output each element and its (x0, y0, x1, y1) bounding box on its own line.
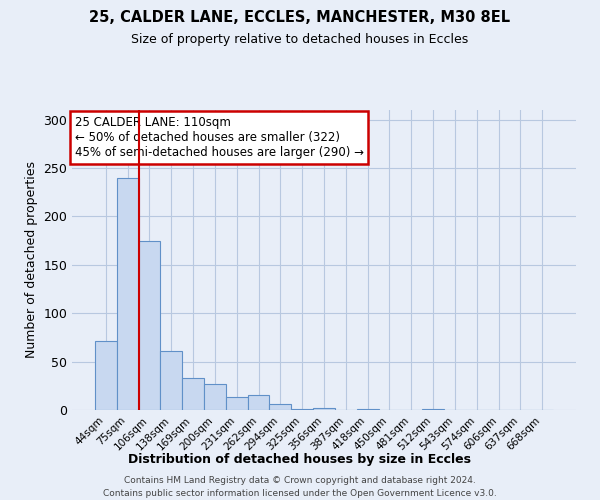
Bar (269, 404, 291, 410)
Bar (291, 409, 313, 410)
Y-axis label: Number of detached properties: Number of detached properties (25, 162, 38, 358)
Bar (422, 409, 444, 410)
Bar (139, 240, 160, 410)
Bar (357, 409, 379, 410)
Bar (204, 384, 226, 410)
Text: Size of property relative to detached houses in Eccles: Size of property relative to detached ho… (131, 32, 469, 46)
Text: 25, CALDER LANE, ECCLES, MANCHESTER, M30 8EL: 25, CALDER LANE, ECCLES, MANCHESTER, M30… (89, 10, 511, 25)
Text: 25 CALDER LANE: 110sqm
← 50% of detached houses are smaller (322)
45% of semi-de: 25 CALDER LANE: 110sqm ← 50% of detached… (74, 116, 364, 159)
Text: Distribution of detached houses by size in Eccles: Distribution of detached houses by size … (128, 452, 472, 466)
Bar (117, 178, 139, 410)
Bar (226, 398, 248, 410)
Text: Contains HM Land Registry data © Crown copyright and database right 2024.: Contains HM Land Registry data © Crown c… (124, 476, 476, 485)
Bar (248, 394, 269, 410)
Bar (313, 408, 335, 410)
Bar (182, 378, 204, 410)
Bar (95, 342, 117, 410)
Text: Contains public sector information licensed under the Open Government Licence v3: Contains public sector information licen… (103, 489, 497, 498)
Bar (160, 351, 182, 410)
